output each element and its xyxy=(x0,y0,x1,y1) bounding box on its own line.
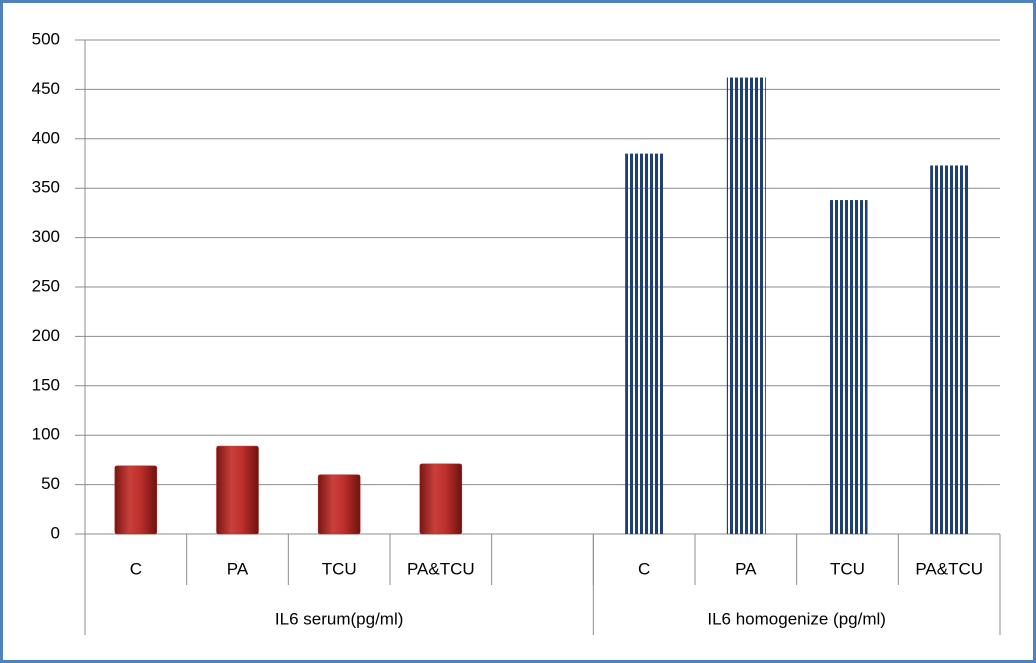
group-label: IL6 serum(pg/ml) xyxy=(275,609,403,628)
bar xyxy=(317,474,361,535)
x-tick-label: TCU xyxy=(322,559,357,578)
y-tick-label: 350 xyxy=(32,178,60,197)
group-label: IL6 homogenize (pg/ml) xyxy=(707,609,886,628)
x-tick-label: TCU xyxy=(830,559,865,578)
bar xyxy=(930,165,970,534)
x-tick-label: C xyxy=(638,559,650,578)
y-tick-label: 150 xyxy=(32,375,60,394)
y-tick-label: 0 xyxy=(51,523,60,542)
bar xyxy=(114,465,158,535)
x-tick-label: C xyxy=(130,559,142,578)
bar xyxy=(625,153,665,534)
y-tick-label: 500 xyxy=(32,29,60,48)
bar xyxy=(419,463,463,535)
y-tick-label: 450 xyxy=(32,79,60,98)
y-tick-label: 250 xyxy=(32,276,60,295)
bar xyxy=(726,77,766,534)
y-tick-label: 50 xyxy=(41,474,60,493)
x-tick-label: PA xyxy=(227,559,249,578)
y-tick-label: 400 xyxy=(32,128,60,147)
bar xyxy=(828,200,868,534)
x-tick-label: PA xyxy=(735,559,757,578)
bar xyxy=(216,445,259,535)
x-tick-label: PA&TCU xyxy=(407,559,475,578)
y-tick-label: 100 xyxy=(32,425,60,444)
y-tick-label: 300 xyxy=(32,227,60,246)
y-tick-label: 200 xyxy=(32,326,60,345)
x-tick-label: PA&TCU xyxy=(915,559,983,578)
